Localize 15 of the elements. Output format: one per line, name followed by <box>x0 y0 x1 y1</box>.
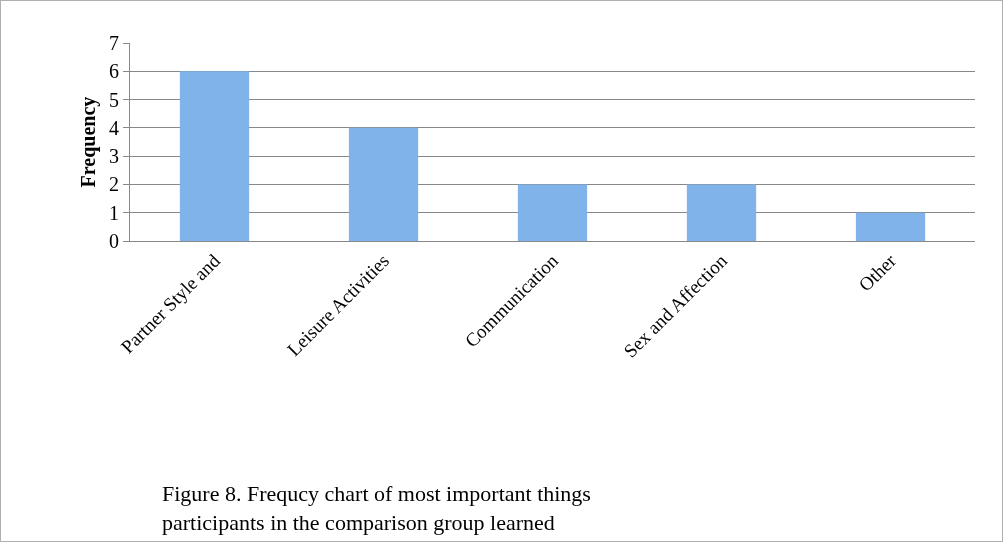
caption: Figure 8. Frequcy chart of most important things participants in the comparison group learned <box>162 481 591 535</box>
y-tick-label: 4 <box>109 116 119 139</box>
y-tick-label: 1 <box>109 201 119 224</box>
bar <box>686 184 757 241</box>
y-tick-label: 7 <box>109 32 119 54</box>
bar <box>517 184 588 241</box>
y-tick-label: 3 <box>109 145 119 168</box>
bar <box>855 212 926 241</box>
y-tick-label: 5 <box>109 88 119 111</box>
bar <box>179 71 250 241</box>
y-axis-title: Frequency <box>76 96 100 188</box>
y-tick-label: 6 <box>109 60 119 83</box>
y-tick-label: 2 <box>109 173 119 196</box>
bar <box>348 127 419 241</box>
y-tick-label: 0 <box>109 230 119 252</box>
